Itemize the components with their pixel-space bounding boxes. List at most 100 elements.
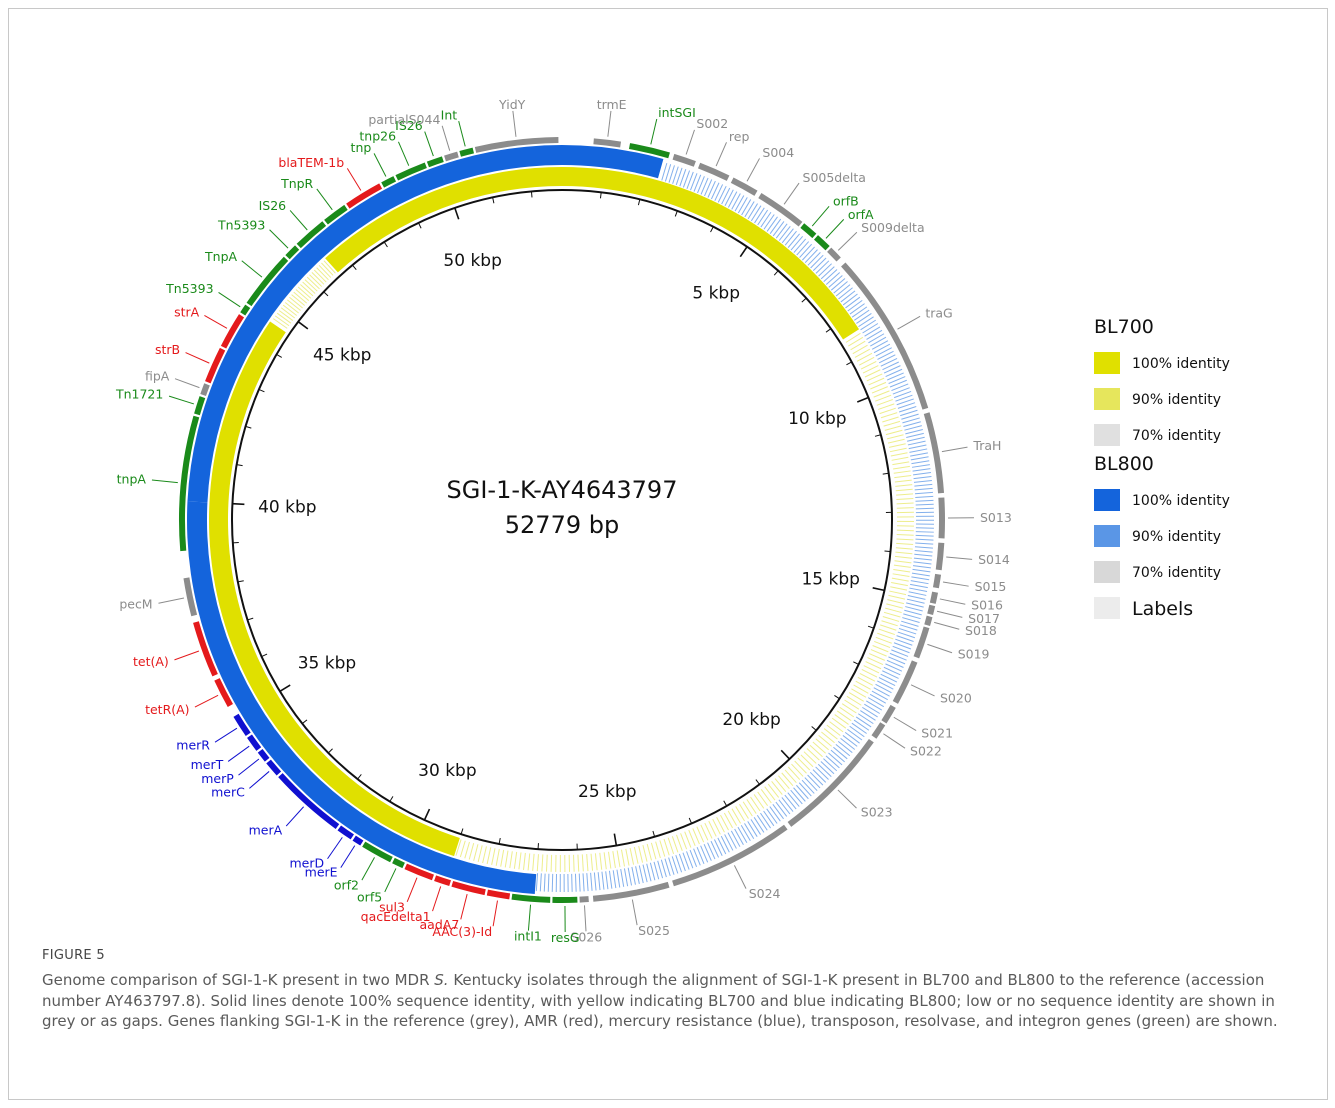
bl700-partial-line (871, 386, 888, 394)
gene-arc (200, 383, 210, 396)
leader-line (837, 789, 857, 809)
gene-arc (183, 577, 198, 617)
bl800-partial-line (833, 746, 848, 760)
bl800-partial-line (849, 725, 865, 738)
bl800-partial-line (866, 700, 883, 711)
gene-label: merR (176, 737, 210, 752)
bl800-partial-line (753, 817, 765, 833)
bl800-partial-line (830, 749, 845, 763)
bl700-partial-line (890, 586, 908, 591)
bl700-partial-line (829, 721, 844, 733)
bl800-partial-line (908, 444, 927, 450)
bl800-partial-line (757, 209, 769, 226)
bl800-partial-line (911, 460, 930, 465)
leader-line (811, 205, 830, 227)
bl700-partial-line (532, 853, 535, 871)
bl700-partial-line (655, 841, 661, 859)
bl700-partial-line (797, 757, 811, 771)
major-tick (613, 833, 618, 846)
bl800-partial-line (664, 858, 671, 877)
bl800-partial-line (878, 354, 896, 364)
bl700-partial-line (638, 845, 644, 863)
bl800-partial-line (707, 180, 716, 198)
gene-arc (178, 415, 200, 552)
bl700-partial-line (887, 438, 905, 444)
genome-name: SGI-1-K-AY4643797 (447, 476, 678, 504)
bl700-partial-line (872, 645, 889, 653)
bl800-partial-line (901, 413, 919, 420)
bl800-partial-line (760, 211, 772, 228)
bl700-partial-line (731, 808, 742, 824)
gene-label: resG (551, 930, 580, 945)
leader-line (174, 378, 200, 389)
bl800-partial-line (825, 755, 840, 769)
bl800-partial-line (668, 857, 675, 875)
bl800-partial-line (886, 659, 904, 668)
major-tick (232, 502, 245, 506)
legend-swatch (1094, 388, 1120, 410)
gene-arc (395, 162, 427, 181)
bl800-partial-line (828, 752, 843, 766)
bl800-partial-line (833, 281, 848, 294)
bl800-partial-line (704, 179, 713, 197)
bl800-partial-line (905, 606, 923, 612)
bl800-partial-line (807, 252, 821, 266)
minor-tick (498, 837, 501, 845)
gene-arc (337, 825, 354, 840)
gene-arc (444, 151, 459, 162)
minor-tick (460, 828, 464, 835)
bl700-partial-line (727, 810, 738, 826)
bl800-partial-line (668, 165, 675, 183)
leader-line (893, 716, 917, 731)
leader-line (883, 733, 906, 749)
bl800-partial-line (910, 456, 929, 461)
bl700-partial-line (860, 361, 877, 370)
bl800-partial-line (660, 859, 667, 878)
minor-tick (276, 353, 282, 358)
bl800-partial-line (893, 642, 912, 650)
bl800-partial-line (807, 774, 821, 789)
bl700-partial-line (882, 416, 899, 423)
gene-label: aadA7 (420, 917, 460, 932)
bl800-partial-line (883, 365, 901, 374)
minor-tick (357, 774, 362, 780)
alignment-rings (187, 145, 860, 895)
bl800-partial-line (891, 649, 909, 657)
gene-arc (730, 177, 758, 196)
gene-label: merP (201, 771, 234, 786)
major-tick (780, 749, 791, 760)
bl700-partial-line (875, 636, 892, 644)
minor-tick (237, 580, 244, 583)
bl700-partial-line (586, 854, 589, 872)
bl800-partial-line (802, 246, 815, 261)
gene-arc (929, 591, 939, 604)
bl800-partial-line (679, 169, 687, 187)
bl800-partial-line (896, 398, 914, 406)
gene-arc (892, 660, 918, 704)
gene-label: S019 (958, 647, 990, 662)
bl800-partial-line (815, 766, 829, 780)
bl700-partial-line (896, 493, 914, 496)
bl700-partial-line (295, 289, 310, 302)
leader-line (733, 865, 747, 889)
leader-line (214, 727, 238, 743)
kbp-label: 5 kbp (692, 283, 740, 303)
bl800-partial-line (894, 390, 912, 399)
bl700-partial-line (896, 538, 914, 541)
bl800-partial-line (586, 873, 589, 892)
bl700-partial-line (894, 560, 912, 564)
bl800-partial-line (597, 872, 601, 891)
bl700-partial-line (612, 851, 616, 869)
bl800-partial-line (875, 683, 892, 694)
gene-arc (240, 304, 251, 316)
bl800-partial-line (906, 602, 924, 608)
bl700-partial-line (800, 754, 814, 768)
bl800-partial-line (778, 225, 791, 241)
leader-line (346, 168, 362, 191)
bl700-partial-line (577, 854, 580, 872)
bl800-partial-line (720, 835, 730, 853)
bl800-partial-line (851, 722, 867, 734)
gene-label: traG (925, 305, 952, 320)
bl700-partial-line (323, 260, 336, 274)
bl700-partial-line (760, 789, 772, 804)
